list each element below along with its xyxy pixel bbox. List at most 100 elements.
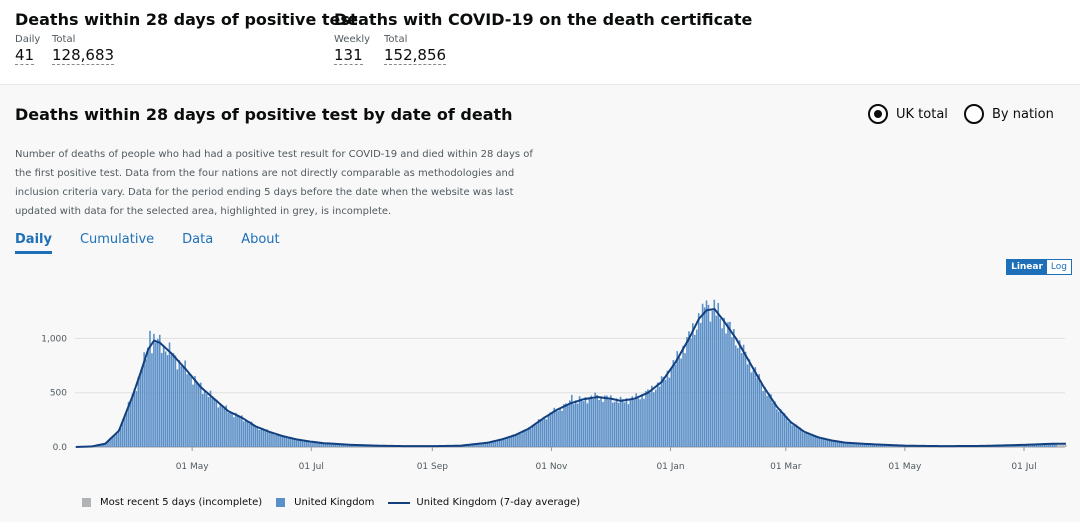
daily-bar bbox=[635, 393, 638, 447]
legend-swatch-grey bbox=[82, 498, 91, 507]
daily-bar bbox=[793, 425, 796, 447]
daily-bar bbox=[623, 402, 626, 447]
daily-bar bbox=[881, 444, 884, 447]
daily-bar bbox=[1027, 444, 1030, 447]
daily-bar bbox=[104, 443, 106, 447]
daily-bar bbox=[157, 338, 159, 447]
tab-cumulative[interactable]: Cumulative bbox=[79, 232, 155, 247]
daily-bar bbox=[524, 429, 526, 447]
radio-uk-total[interactable]: UK total bbox=[868, 104, 948, 124]
daily-bar bbox=[846, 442, 848, 447]
y-tick-label: 0.0 bbox=[53, 443, 68, 453]
radio-selected-icon[interactable] bbox=[868, 104, 888, 124]
daily-bar bbox=[861, 443, 864, 447]
metric-value[interactable]: 131 bbox=[334, 46, 363, 65]
daily-bar bbox=[1051, 443, 1053, 447]
daily-bar bbox=[602, 401, 604, 447]
daily-bar bbox=[342, 444, 345, 447]
daily-bar bbox=[184, 360, 186, 447]
daily-bar bbox=[617, 402, 620, 447]
metric-value[interactable]: 152,856 bbox=[384, 46, 447, 65]
daily-bar bbox=[652, 392, 655, 447]
radio-label: By nation bbox=[992, 106, 1054, 122]
daily-bar bbox=[824, 438, 827, 447]
daily-bar bbox=[1035, 444, 1038, 447]
daily-bar bbox=[326, 443, 329, 447]
incomplete-bar bbox=[1063, 445, 1065, 447]
daily-bar bbox=[319, 442, 321, 447]
daily-bar bbox=[670, 368, 673, 447]
daily-bar bbox=[641, 393, 643, 447]
daily-bar bbox=[692, 323, 694, 447]
daily-bar bbox=[822, 438, 825, 447]
daily-bar bbox=[809, 433, 811, 447]
daily-bar bbox=[309, 441, 311, 447]
daily-bar bbox=[613, 401, 616, 447]
daily-bar bbox=[514, 435, 516, 447]
daily-bar bbox=[258, 430, 261, 447]
daily-bar bbox=[268, 432, 270, 447]
tab-about[interactable]: About bbox=[241, 232, 280, 247]
daily-bar bbox=[506, 437, 509, 447]
daily-bar bbox=[147, 347, 149, 447]
daily-bar bbox=[352, 444, 354, 447]
daily-bar bbox=[121, 420, 124, 447]
daily-bar bbox=[883, 444, 886, 447]
daily-bar bbox=[198, 383, 200, 447]
daily-bar bbox=[336, 444, 339, 447]
metric-value[interactable]: 128,683 bbox=[52, 46, 115, 65]
daily-bar bbox=[656, 382, 659, 447]
daily-bar bbox=[764, 387, 766, 447]
daily-bar bbox=[477, 443, 479, 447]
legend-item-average: United Kingdom (7-day average) bbox=[388, 497, 580, 508]
card1-title[interactable]: Deaths within 28 days of positive test bbox=[15, 10, 358, 29]
daily-bar bbox=[276, 433, 278, 447]
card2-title[interactable]: Deaths with COVID-19 on the death certif… bbox=[334, 10, 753, 29]
daily-bar bbox=[842, 442, 844, 447]
daily-bar bbox=[760, 383, 762, 447]
daily-bar bbox=[209, 390, 212, 447]
daily-bar bbox=[774, 401, 776, 447]
daily-bar bbox=[281, 435, 284, 447]
daily-bar bbox=[264, 430, 267, 447]
daily-bar bbox=[1043, 444, 1046, 447]
daily-bar bbox=[830, 440, 833, 447]
linear-scale-button[interactable]: Linear bbox=[1007, 260, 1047, 274]
x-tick-label: 01 May bbox=[176, 462, 210, 472]
daily-bar bbox=[285, 437, 288, 447]
daily-bar bbox=[699, 322, 702, 447]
daily-bar bbox=[621, 399, 624, 447]
daily-bar bbox=[639, 399, 641, 447]
radio-unselected-icon[interactable] bbox=[964, 104, 984, 124]
daily-bar bbox=[151, 353, 153, 447]
daily-bar bbox=[531, 426, 534, 447]
daily-bar bbox=[356, 445, 358, 447]
daily-bar bbox=[1039, 444, 1042, 447]
log-scale-button[interactable]: Log bbox=[1046, 260, 1071, 274]
daily-bar bbox=[643, 398, 645, 447]
tab-daily[interactable]: Daily bbox=[15, 232, 52, 254]
daily-bar bbox=[180, 366, 183, 447]
tab-data[interactable]: Data bbox=[182, 232, 214, 247]
daily-bar bbox=[865, 443, 868, 447]
daily-bar bbox=[291, 437, 294, 447]
daily-bar bbox=[859, 443, 862, 447]
metric-total-certificate: Total 152,856 bbox=[384, 34, 447, 65]
daily-bar bbox=[139, 375, 142, 447]
daily-bar bbox=[815, 435, 817, 447]
daily-bar bbox=[278, 434, 280, 447]
metric-value[interactable]: 41 bbox=[15, 46, 35, 65]
daily-bar bbox=[494, 441, 497, 447]
daily-bar bbox=[551, 413, 554, 447]
y-tick-label: 500 bbox=[50, 389, 67, 399]
daily-bar bbox=[563, 404, 565, 447]
daily-bar bbox=[596, 394, 598, 447]
radio-by-nation[interactable]: By nation bbox=[964, 104, 1054, 124]
daily-bar bbox=[871, 444, 874, 447]
daily-bar bbox=[758, 374, 761, 447]
daily-bar bbox=[840, 441, 843, 447]
daily-bar bbox=[678, 357, 680, 447]
daily-bar bbox=[762, 390, 764, 447]
daily-bar bbox=[106, 441, 108, 447]
daily-bar bbox=[608, 399, 610, 447]
